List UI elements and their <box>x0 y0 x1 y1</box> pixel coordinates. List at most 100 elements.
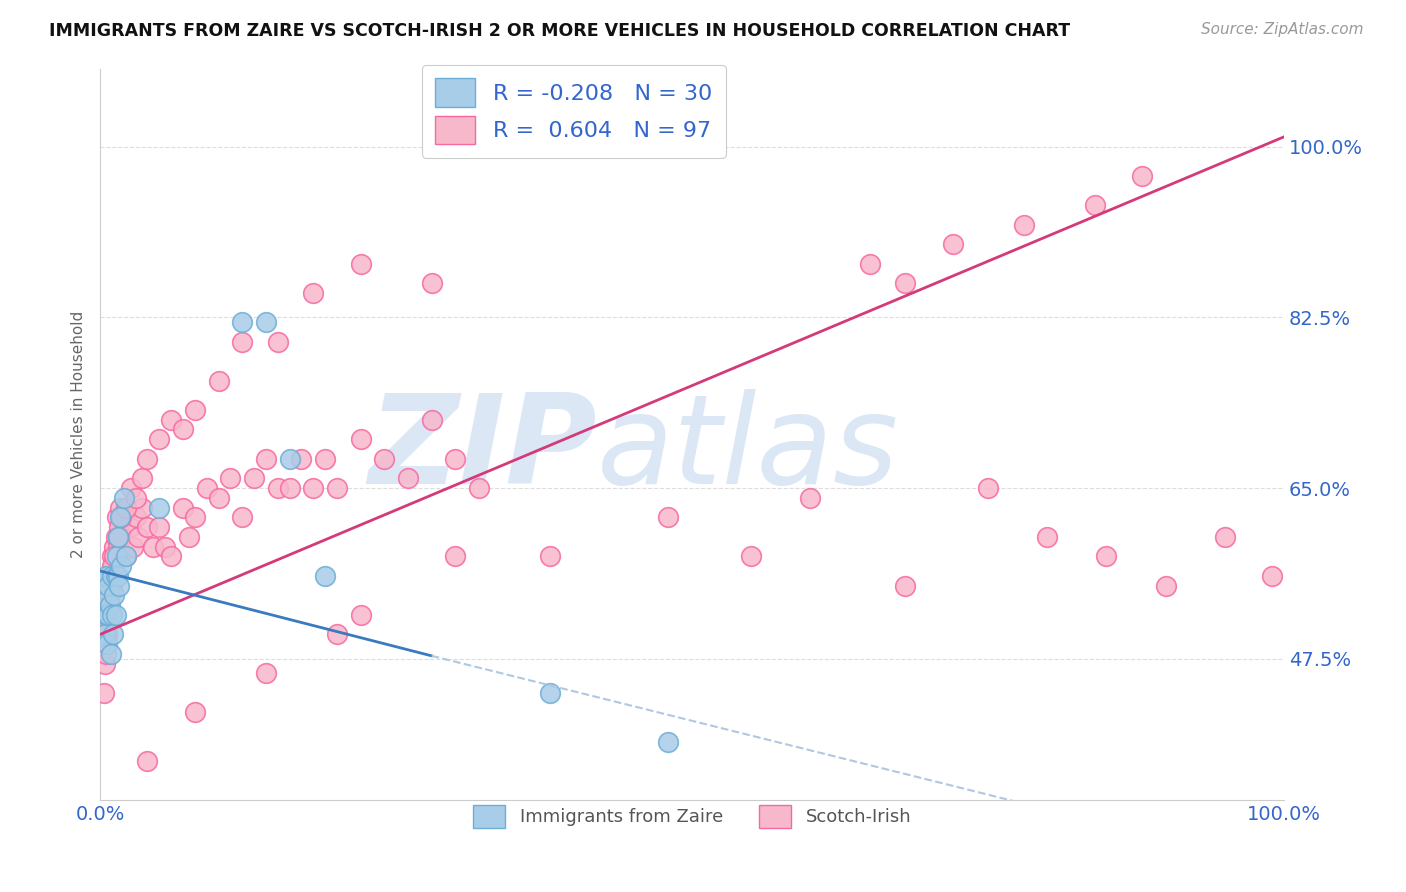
Point <box>98 578 121 592</box>
Text: ZIP: ZIP <box>368 389 598 509</box>
Point <box>420 413 443 427</box>
Point <box>184 403 207 417</box>
Point <box>101 559 124 574</box>
Point <box>104 607 127 622</box>
Point <box>93 588 115 602</box>
Point <box>1084 198 1107 212</box>
Point <box>231 315 253 329</box>
Point <box>278 481 301 495</box>
Point <box>444 451 467 466</box>
Point <box>94 657 117 671</box>
Point <box>444 549 467 564</box>
Point <box>302 481 325 495</box>
Point <box>468 481 491 495</box>
Point <box>977 481 1000 495</box>
Point <box>110 500 132 515</box>
Point <box>103 540 125 554</box>
Point <box>107 530 129 544</box>
Point <box>314 451 336 466</box>
Point <box>172 500 194 515</box>
Point <box>1261 569 1284 583</box>
Point <box>172 422 194 436</box>
Point <box>219 471 242 485</box>
Point <box>195 481 218 495</box>
Point <box>131 500 153 515</box>
Point <box>94 627 117 641</box>
Point <box>859 257 882 271</box>
Point <box>160 413 183 427</box>
Point <box>1213 530 1236 544</box>
Point <box>115 549 138 564</box>
Point <box>108 578 131 592</box>
Point <box>314 569 336 583</box>
Point <box>131 471 153 485</box>
Point <box>93 686 115 700</box>
Point <box>112 491 135 505</box>
Point <box>101 627 124 641</box>
Point <box>231 510 253 524</box>
Point <box>1095 549 1118 564</box>
Point <box>97 578 120 592</box>
Point <box>98 588 121 602</box>
Point <box>538 686 561 700</box>
Point <box>110 559 132 574</box>
Point <box>110 510 132 524</box>
Point <box>420 276 443 290</box>
Point <box>107 540 129 554</box>
Point <box>97 578 120 592</box>
Point <box>657 510 679 524</box>
Point <box>278 451 301 466</box>
Point <box>101 549 124 564</box>
Point <box>124 510 146 524</box>
Point <box>254 666 277 681</box>
Text: IMMIGRANTS FROM ZAIRE VS SCOTCH-IRISH 2 OR MORE VEHICLES IN HOUSEHOLD CORRELATIO: IMMIGRANTS FROM ZAIRE VS SCOTCH-IRISH 2 … <box>49 22 1070 40</box>
Point <box>243 471 266 485</box>
Point <box>94 607 117 622</box>
Point <box>254 451 277 466</box>
Point <box>96 607 118 622</box>
Point <box>136 754 159 768</box>
Point <box>155 540 177 554</box>
Point <box>101 578 124 592</box>
Point <box>396 471 419 485</box>
Point <box>538 549 561 564</box>
Point <box>349 432 371 446</box>
Point <box>184 510 207 524</box>
Point <box>100 647 122 661</box>
Point <box>1012 218 1035 232</box>
Point <box>148 500 170 515</box>
Point <box>231 334 253 349</box>
Point <box>108 520 131 534</box>
Point <box>326 627 349 641</box>
Point <box>101 559 124 574</box>
Point <box>207 374 229 388</box>
Point <box>302 285 325 300</box>
Point <box>100 569 122 583</box>
Point <box>894 276 917 290</box>
Text: Source: ZipAtlas.com: Source: ZipAtlas.com <box>1201 22 1364 37</box>
Point <box>142 540 165 554</box>
Point <box>267 334 290 349</box>
Point <box>98 598 121 612</box>
Point <box>894 578 917 592</box>
Point <box>101 569 124 583</box>
Point <box>107 530 129 544</box>
Text: atlas: atlas <box>598 389 900 509</box>
Point <box>349 257 371 271</box>
Point <box>104 530 127 544</box>
Point <box>94 569 117 583</box>
Point <box>127 530 149 544</box>
Point <box>184 706 207 720</box>
Point <box>94 647 117 661</box>
Legend: Immigrants from Zaire, Scotch-Irish: Immigrants from Zaire, Scotch-Irish <box>465 797 918 835</box>
Point <box>104 569 127 583</box>
Point <box>97 607 120 622</box>
Point <box>124 491 146 505</box>
Point <box>148 520 170 534</box>
Point <box>105 549 128 564</box>
Point <box>97 607 120 622</box>
Point <box>326 481 349 495</box>
Point <box>136 520 159 534</box>
Point <box>103 588 125 602</box>
Point <box>1154 578 1177 592</box>
